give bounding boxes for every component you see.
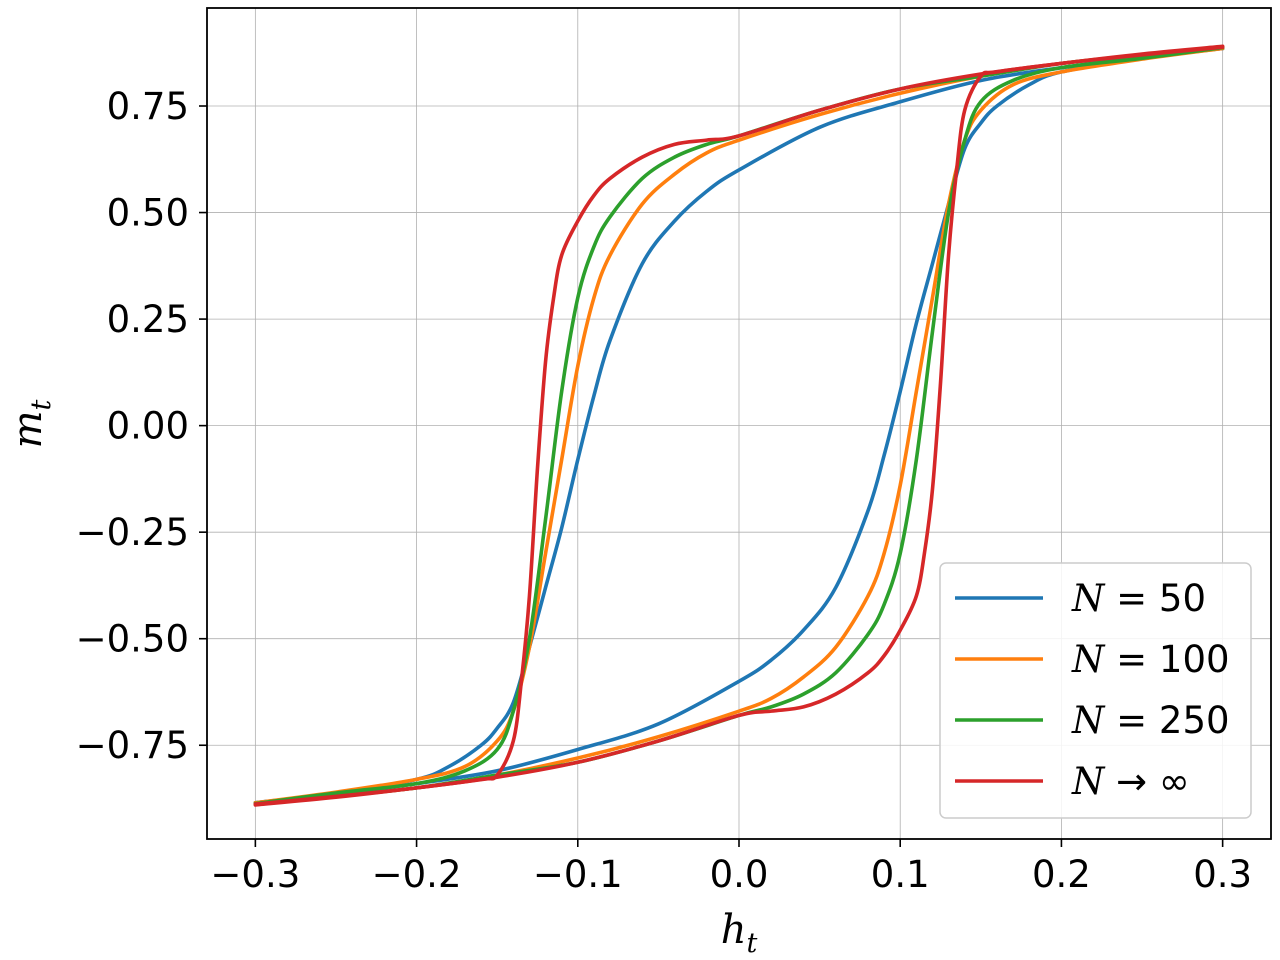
legend-label-2: N = 100 xyxy=(1071,638,1230,681)
y-axis-label-sub: t xyxy=(26,399,57,410)
y-tick-label: −0.75 xyxy=(76,724,189,767)
legend-label-3: N = 250 xyxy=(1071,699,1230,742)
x-tick-label: 0.2 xyxy=(1032,853,1091,896)
y-tick-label: 0.00 xyxy=(107,405,189,448)
legend-label-main: N xyxy=(1071,760,1106,803)
legend-label-rest: = 50 xyxy=(1104,577,1206,620)
legend-label-main: N xyxy=(1071,638,1106,681)
y-tick-label: −0.25 xyxy=(76,511,189,554)
legend-label-1: N = 50 xyxy=(1071,577,1206,620)
y-tick-label: −0.50 xyxy=(76,618,189,661)
legend-label-main: N xyxy=(1071,699,1106,742)
x-axis-label-sub: t xyxy=(746,928,757,959)
legend-frame xyxy=(939,562,1252,819)
series-lines xyxy=(253,44,1225,807)
x-tick-label: 0.1 xyxy=(871,853,930,896)
legend-label-4: N → ∞ xyxy=(1071,760,1190,803)
x-tick-label: 0.3 xyxy=(1193,853,1252,896)
legend-label-main: N xyxy=(1071,577,1106,620)
legend-label-rest: = 100 xyxy=(1104,638,1229,681)
y-axis-label-main: m xyxy=(5,410,51,448)
x-tick-label: −0.1 xyxy=(533,853,623,896)
x-tick-label: −0.2 xyxy=(372,853,462,896)
series-4-ascending-branch xyxy=(253,44,1225,806)
y-axis-label: mt xyxy=(5,399,57,448)
series-1-ascending-branch xyxy=(253,46,1225,805)
series-4-descending-branch xyxy=(253,45,1225,807)
x-tick-label: −0.3 xyxy=(210,853,300,896)
x-axis-label: ht xyxy=(721,907,758,959)
grid-lines xyxy=(207,8,1271,839)
legend-label-rest: → ∞ xyxy=(1104,760,1189,803)
y-tick-label: 0.75 xyxy=(107,85,189,128)
x-axis-label-main: h xyxy=(721,907,747,953)
series-1-descending-branch xyxy=(253,46,1225,805)
axis-ticks: −0.3 −0.2 −0.1 0.0 0.1 0.2 0.3 −0.75 −0.50 −0.25 0… xyxy=(76,85,1252,896)
x-tick-label: 0.0 xyxy=(710,853,769,896)
legend-label-rest: = 250 xyxy=(1104,699,1229,742)
y-tick-label: 0.50 xyxy=(107,192,189,235)
y-tick-label: 0.25 xyxy=(107,298,189,341)
